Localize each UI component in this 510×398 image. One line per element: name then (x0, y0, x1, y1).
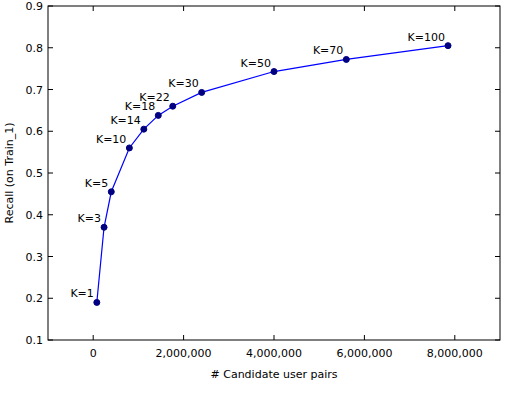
x-tick-label: 4,000,000 (246, 347, 302, 360)
annotation: K=30 (168, 77, 198, 90)
x-tick-label: 6,000,000 (336, 347, 392, 360)
annotation: K=3 (78, 212, 101, 225)
x-tick-top (454, 6, 455, 11)
series-marker (141, 126, 147, 132)
x-tick-top (93, 6, 94, 11)
y-tick-right (495, 298, 500, 299)
y-tick (48, 131, 53, 132)
x-tick-label: 8,000,000 (427, 347, 483, 360)
annotation: K=14 (110, 114, 140, 127)
y-tick (48, 298, 53, 299)
x-tick (93, 335, 94, 340)
plot-data (94, 43, 451, 306)
y-tick (48, 173, 53, 174)
series-marker (108, 189, 114, 195)
annotation: K=1 (70, 287, 93, 300)
x-axis-label: # Candidate user pairs (211, 368, 338, 381)
y-tick-right (495, 89, 500, 90)
x-tick (364, 335, 365, 340)
x-tick (183, 335, 184, 340)
y-tick-label: 0.2 (26, 292, 44, 305)
annotation: K=10 (96, 133, 126, 146)
y-tick-right (495, 173, 500, 174)
annotation: K=22 (139, 91, 169, 104)
y-tick-label: 0.7 (26, 84, 44, 97)
y-tick-label: 0.4 (26, 209, 44, 222)
series-line (97, 46, 448, 303)
y-tick-right (495, 214, 500, 215)
x-tick-label: 0 (90, 347, 97, 360)
y-tick-label: 0.1 (26, 334, 44, 347)
y-tick-label: 0.6 (26, 125, 44, 138)
annotation: K=5 (85, 177, 108, 190)
series-marker (343, 56, 349, 62)
x-tick-label: 2,000,000 (156, 347, 212, 360)
y-tick-right (495, 47, 500, 48)
y-tick-right (495, 256, 500, 257)
y-axis-label: Recall (on Train_1) (3, 123, 16, 224)
y-tick (48, 89, 53, 90)
series-marker (170, 103, 176, 109)
y-tick-right (495, 131, 500, 132)
y-tick-label: 0.8 (26, 42, 44, 55)
series-marker (199, 89, 205, 95)
x-tick-top (274, 6, 275, 11)
series-marker (445, 43, 451, 49)
annotation: K=100 (408, 31, 445, 44)
x-tick (274, 335, 275, 340)
annotation: K=50 (241, 57, 271, 70)
series-marker (271, 69, 277, 75)
plot-frame (48, 6, 500, 340)
y-tick-label: 0.5 (26, 167, 44, 180)
y-tick-label: 0.9 (26, 0, 44, 13)
y-tick (48, 47, 53, 48)
x-tick-top (364, 6, 365, 11)
series-marker (94, 299, 100, 305)
annotation: K=70 (313, 44, 343, 57)
y-tick-label: 0.3 (26, 251, 44, 264)
series-marker (126, 145, 132, 151)
chart: 0 2,000,000 4,000,000 6,000,000 8,000,000 0.1… (0, 0, 510, 398)
x-tick-top (183, 6, 184, 11)
series-marker (101, 224, 107, 230)
y-tick (48, 256, 53, 257)
y-tick (48, 214, 53, 215)
x-tick (454, 335, 455, 340)
series-marker (155, 112, 161, 118)
